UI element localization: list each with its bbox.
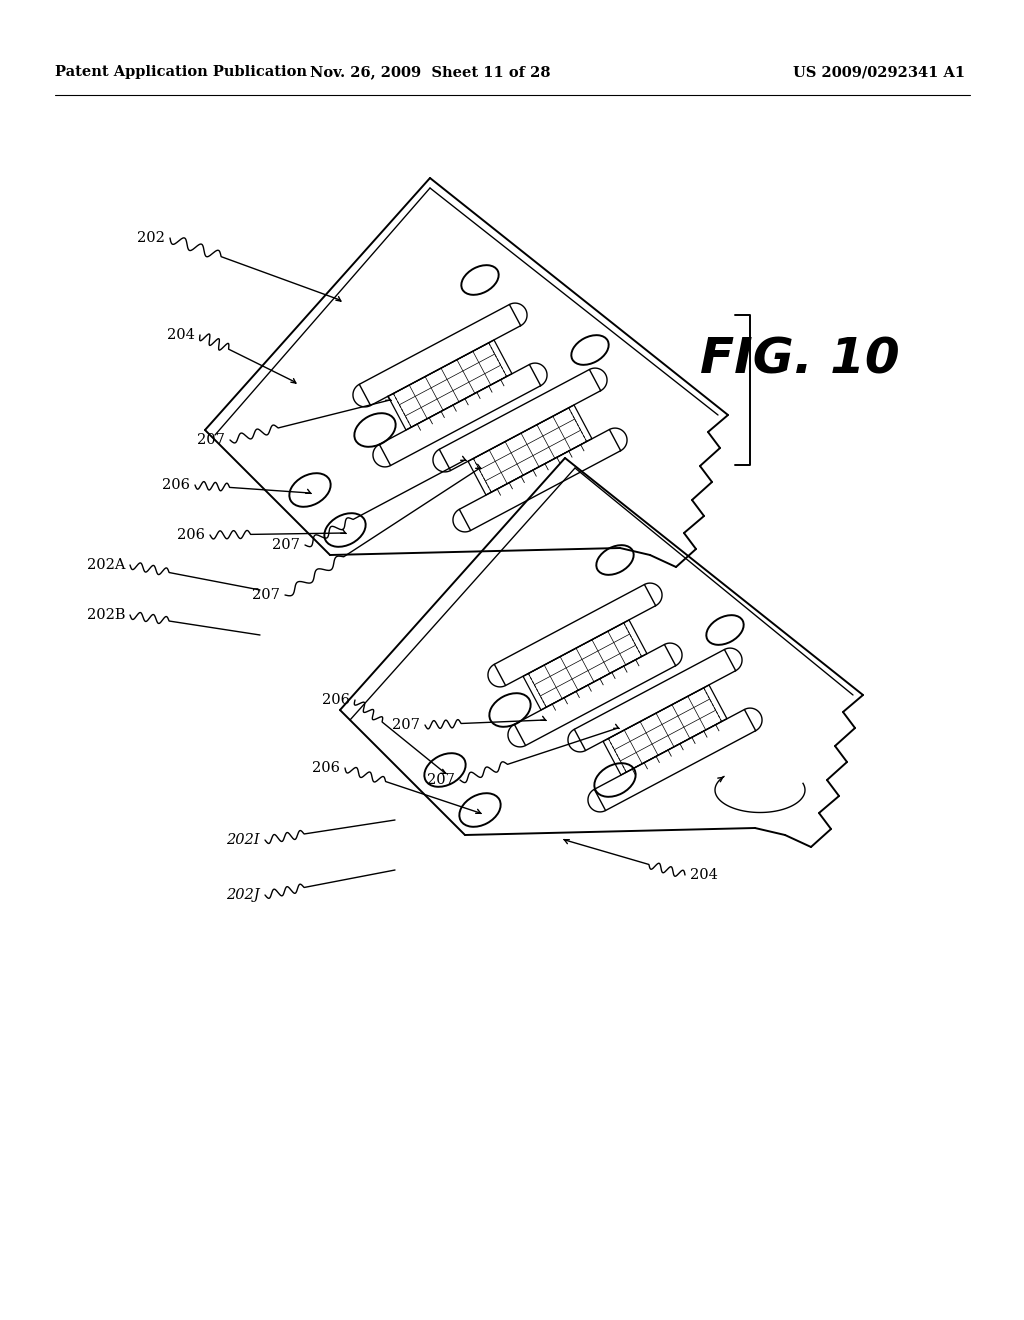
Text: US 2009/0292341 A1: US 2009/0292341 A1 [793, 65, 965, 79]
Text: 206: 206 [177, 528, 205, 543]
Text: Nov. 26, 2009  Sheet 11 of 28: Nov. 26, 2009 Sheet 11 of 28 [309, 65, 550, 79]
Text: Patent Application Publication: Patent Application Publication [55, 65, 307, 79]
Text: 204: 204 [167, 327, 195, 342]
Text: 207: 207 [252, 587, 280, 602]
Text: 202: 202 [137, 231, 165, 246]
Text: 207: 207 [392, 718, 420, 733]
Text: 206: 206 [312, 762, 340, 775]
Text: FIG. 10: FIG. 10 [700, 337, 900, 384]
Text: 206: 206 [322, 693, 350, 708]
Text: 202B: 202B [86, 609, 125, 622]
Text: 204: 204 [690, 869, 718, 882]
Text: 207: 207 [272, 539, 300, 552]
Text: 207: 207 [427, 774, 455, 787]
Text: 206: 206 [162, 478, 190, 492]
Text: 202A: 202A [86, 558, 125, 572]
Text: 207: 207 [198, 433, 225, 447]
Text: 202J: 202J [226, 888, 260, 902]
Text: 202I: 202I [226, 833, 260, 847]
